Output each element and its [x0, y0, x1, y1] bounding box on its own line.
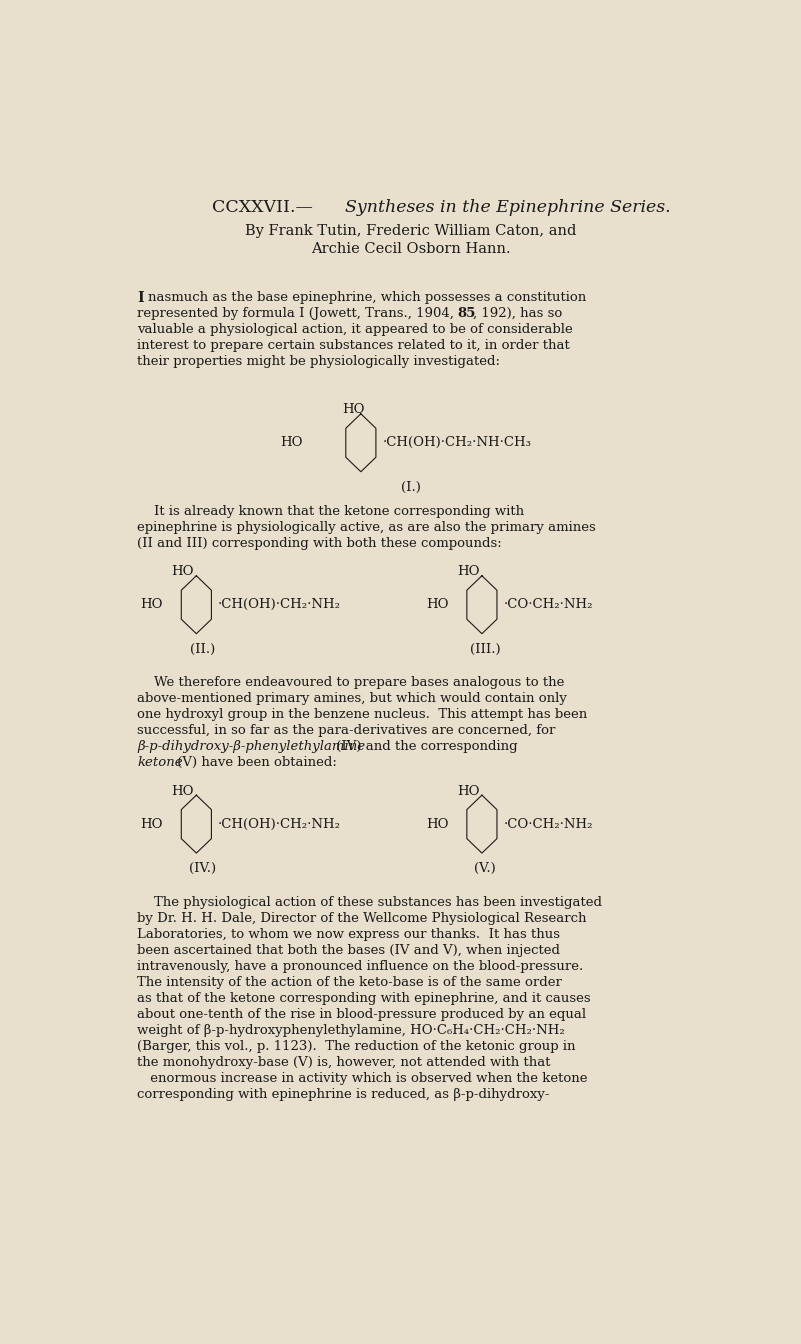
- Text: the monohydroxy-base (V) is, however, not attended with that: the monohydroxy-base (V) is, however, no…: [138, 1056, 551, 1068]
- Text: their properties might be physiologically investigated:: their properties might be physiologicall…: [138, 355, 501, 368]
- Text: The intensity of the action of the keto-base is of the same order: The intensity of the action of the keto-…: [138, 976, 562, 989]
- Text: epinephrine is physiologically active, as are also the primary amines: epinephrine is physiologically active, a…: [138, 521, 596, 534]
- Text: one hydroxyl group in the benzene nucleus.  This attempt has been: one hydroxyl group in the benzene nucleu…: [138, 708, 588, 722]
- Text: (IV) and the corresponding: (IV) and the corresponding: [332, 741, 517, 753]
- Text: HO: HO: [171, 785, 194, 798]
- Text: enormous increase in activity which is observed when the ketone: enormous increase in activity which is o…: [138, 1073, 588, 1085]
- Text: ketone: ketone: [138, 757, 183, 769]
- Text: CCXXVII.—: CCXXVII.—: [211, 199, 312, 216]
- Text: intravenously, have a pronounced influence on the blood-pressure.: intravenously, have a pronounced influen…: [138, 960, 584, 973]
- Text: HO: HO: [280, 437, 303, 449]
- Text: (V.): (V.): [474, 863, 496, 875]
- Text: Archie Cecil Osborn Hann.: Archie Cecil Osborn Hann.: [311, 242, 510, 257]
- Text: (I.): (I.): [400, 481, 421, 495]
- Text: HO: HO: [140, 817, 163, 831]
- Text: The physiological action of these substances has been investigated: The physiological action of these substa…: [138, 895, 602, 909]
- Text: , 192), has so: , 192), has so: [473, 306, 562, 320]
- Text: (II.): (II.): [190, 642, 215, 656]
- Text: (III.): (III.): [469, 642, 501, 656]
- Text: HO: HO: [426, 817, 449, 831]
- Text: successful, in so far as the para-derivatives are concerned, for: successful, in so far as the para-deriva…: [138, 724, 556, 738]
- Text: It is already known that the ketone corresponding with: It is already known that the ketone corr…: [138, 505, 525, 517]
- Text: HO: HO: [457, 785, 480, 798]
- Text: above-mentioned primary amines, but which would contain only: above-mentioned primary amines, but whic…: [138, 692, 567, 706]
- Text: HO: HO: [457, 566, 480, 578]
- Text: ·CH(OH)·CH₂·NH₂: ·CH(OH)·CH₂·NH₂: [218, 817, 341, 831]
- Text: valuable a physiological action, it appeared to be of considerable: valuable a physiological action, it appe…: [138, 323, 574, 336]
- Text: (Barger, this vol., p. 1123).  The reduction of the ketonic group in: (Barger, this vol., p. 1123). The reduct…: [138, 1040, 576, 1052]
- Text: By Frank Tutin, Frederic William Caton, and: By Frank Tutin, Frederic William Caton, …: [245, 223, 576, 238]
- Text: ·CO·CH₂·NH₂: ·CO·CH₂·NH₂: [504, 817, 593, 831]
- Text: Syntheses in the Epinephrine Series.: Syntheses in the Epinephrine Series.: [345, 199, 671, 216]
- Text: represented by formula I (Jowett, Trans., 1904,: represented by formula I (Jowett, Trans.…: [138, 306, 458, 320]
- Text: HO: HO: [171, 566, 194, 578]
- Text: ·CH(OH)·CH₂·NH₂: ·CH(OH)·CH₂·NH₂: [218, 598, 341, 612]
- Text: interest to prepare certain substances related to it, in order that: interest to prepare certain substances r…: [138, 339, 570, 352]
- Text: HO: HO: [140, 598, 163, 612]
- Text: (IV.): (IV.): [189, 863, 216, 875]
- Text: HO: HO: [342, 403, 364, 417]
- Text: (V) have been obtained:: (V) have been obtained:: [173, 757, 337, 769]
- Text: We therefore endeavoured to prepare bases analogous to the: We therefore endeavoured to prepare base…: [138, 676, 565, 689]
- Text: HO: HO: [426, 598, 449, 612]
- Text: (II and III) corresponding with both these compounds:: (II and III) corresponding with both the…: [138, 538, 502, 550]
- Text: Laboratories, to whom we now express our thanks.  It has thus: Laboratories, to whom we now express our…: [138, 927, 561, 941]
- Text: ·CO·CH₂·NH₂: ·CO·CH₂·NH₂: [504, 598, 593, 612]
- Text: corresponding with epinephrine is reduced, as β-p-dihydroxy-: corresponding with epinephrine is reduce…: [138, 1089, 549, 1101]
- Text: I: I: [138, 290, 144, 305]
- Text: as that of the ketone corresponding with epinephrine, and it causes: as that of the ketone corresponding with…: [138, 992, 591, 1005]
- Text: ·CH(OH)·CH₂·NH·CH₃: ·CH(OH)·CH₂·NH·CH₃: [383, 437, 531, 449]
- Text: by Dr. H. H. Dale, Director of the Wellcome Physiological Research: by Dr. H. H. Dale, Director of the Wellc…: [138, 911, 587, 925]
- Text: weight of β-p-hydroxyphenylethylamine, HO·C₆H₄·CH₂·CH₂·NH₂: weight of β-p-hydroxyphenylethylamine, H…: [138, 1024, 566, 1036]
- Text: β-p-dihydroxy-β-phenylethylamine: β-p-dihydroxy-β-phenylethylamine: [138, 741, 365, 753]
- Text: been ascertained that both the bases (IV and V), when injected: been ascertained that both the bases (IV…: [138, 943, 561, 957]
- Text: nasmuch as the base epinephrine, which possesses a constitution: nasmuch as the base epinephrine, which p…: [148, 290, 586, 304]
- Text: about one-tenth of the rise in blood-pressure produced by an equal: about one-tenth of the rise in blood-pre…: [138, 1008, 586, 1021]
- Text: 85: 85: [457, 306, 476, 320]
